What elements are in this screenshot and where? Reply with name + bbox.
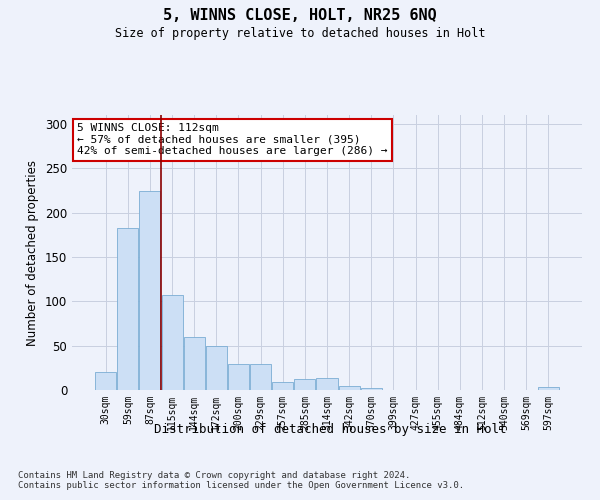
Text: Contains HM Land Registry data © Crown copyright and database right 2024.
Contai: Contains HM Land Registry data © Crown c… [18, 470, 464, 490]
Bar [95, 372, 116, 390]
Bar [206, 346, 227, 390]
Text: 5 WINNS CLOSE: 112sqm
← 57% of detached houses are smaller (395)
42% of semi-det: 5 WINNS CLOSE: 112sqm ← 57% of detached … [77, 123, 388, 156]
Bar [250, 364, 271, 390]
Text: 5, WINNS CLOSE, HOLT, NR25 6NQ: 5, WINNS CLOSE, HOLT, NR25 6NQ [163, 8, 437, 22]
Bar [139, 192, 160, 390]
Bar [316, 378, 338, 390]
Bar [184, 337, 205, 390]
Text: Size of property relative to detached houses in Holt: Size of property relative to detached ho… [115, 28, 485, 40]
Bar [538, 388, 559, 390]
Bar [161, 295, 182, 390]
Bar [338, 386, 359, 390]
Text: Distribution of detached houses by size in Holt: Distribution of detached houses by size … [154, 422, 506, 436]
Bar [228, 364, 249, 390]
Bar [295, 380, 316, 390]
Bar [118, 228, 139, 390]
Bar [361, 388, 382, 390]
Y-axis label: Number of detached properties: Number of detached properties [26, 160, 40, 346]
Bar [272, 382, 293, 390]
